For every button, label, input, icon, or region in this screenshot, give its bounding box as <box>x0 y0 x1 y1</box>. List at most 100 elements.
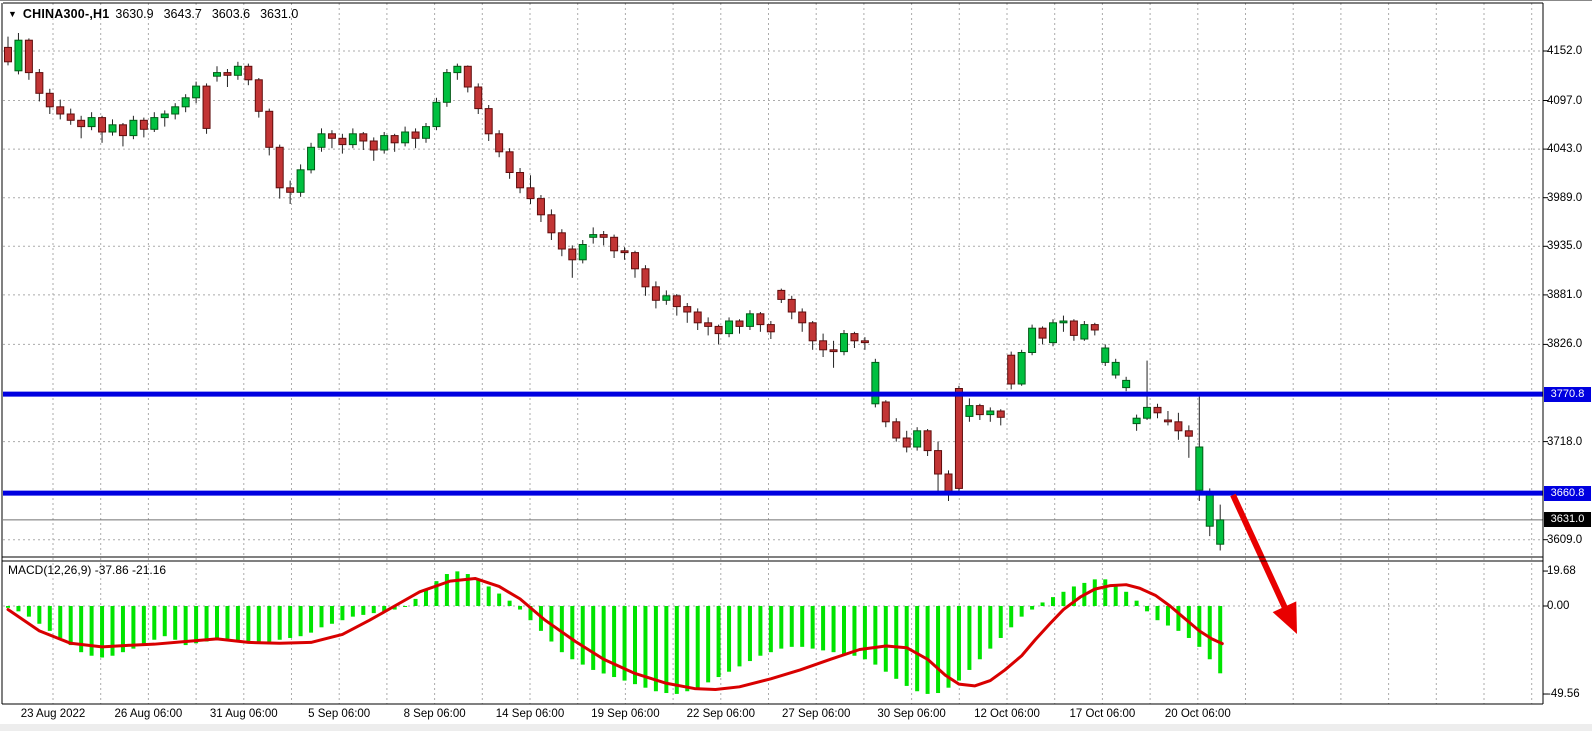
candle-body <box>840 333 848 353</box>
macd-histogram-bar <box>194 606 199 644</box>
symbol-dropdown-icon[interactable]: ▼ <box>8 9 17 19</box>
macd-axis-label: -49.56 <box>1547 688 1580 701</box>
candle-body <box>453 65 462 74</box>
candle-body <box>1017 352 1026 385</box>
macd-histogram-bar <box>570 606 575 660</box>
macd-histogram-bar <box>131 606 136 649</box>
macd-histogram-bar <box>403 606 408 607</box>
candle-body <box>1101 347 1110 363</box>
macd-histogram-bar <box>89 606 94 656</box>
candle-body <box>369 140 378 151</box>
candle-body <box>160 113 169 119</box>
candle-body <box>599 234 608 238</box>
candle-body <box>1069 320 1078 336</box>
macd-histogram-bar <box>685 606 690 692</box>
macd-histogram-bar <box>16 606 21 612</box>
macd-histogram-bar <box>559 606 564 653</box>
macd-histogram-bar <box>298 606 303 637</box>
low-value: 3603.6 <box>211 7 251 21</box>
candle-body <box>327 133 336 139</box>
price-tick-label: 3826.0 <box>1547 338 1583 351</box>
candle-body <box>996 410 1005 418</box>
macd-histogram-bar <box>789 606 794 647</box>
level-price-badge: 3770.8 <box>1544 386 1591 402</box>
candle-body <box>610 236 619 252</box>
candle-body <box>401 131 410 144</box>
candle-body <box>871 361 880 405</box>
candle-body <box>296 169 305 193</box>
candle-body <box>1205 491 1214 527</box>
time-axis-label: 14 Sep 06:00 <box>495 708 565 720</box>
candle-body <box>672 295 681 308</box>
macd-histogram-bar <box>267 606 272 642</box>
candle-body <box>275 146 284 189</box>
candle-body <box>850 333 859 342</box>
candle-body <box>495 133 504 153</box>
macd-histogram-bar <box>977 606 982 660</box>
candle-body <box>1049 322 1057 344</box>
candle-body <box>98 117 107 133</box>
candle-body <box>1184 430 1193 437</box>
macd-histogram-bar <box>350 606 355 617</box>
macd-signal-line <box>6 576 1224 691</box>
macd-histogram-bar <box>329 606 334 624</box>
macd-histogram-bar <box>998 606 1003 638</box>
candle-body <box>213 72 221 77</box>
macd-histogram-bar <box>1113 584 1118 606</box>
macd-histogram-bar <box>68 606 73 646</box>
candle-body <box>1028 327 1037 354</box>
candle-body <box>1007 354 1016 385</box>
candle-body <box>139 119 148 130</box>
candle-body <box>380 135 389 151</box>
macd-histogram-bar <box>26 606 31 617</box>
trend-arrow-head <box>1272 601 1297 634</box>
candle-body <box>756 313 765 326</box>
macd-histogram-bar <box>246 606 251 643</box>
macd-histogram-bar <box>340 606 345 621</box>
candle-body <box>1174 421 1183 432</box>
candle-body <box>411 131 420 139</box>
ohlc-readout: 3630.9 3643.7 3603.6 3631.0 <box>115 7 298 21</box>
trend-arrow-shaft <box>1230 493 1290 614</box>
candle-body <box>1122 379 1131 389</box>
candle-body <box>1080 324 1089 340</box>
candle-body <box>892 421 901 439</box>
macd-histogram-bar <box>79 606 84 653</box>
macd-histogram-bar <box>1145 606 1150 612</box>
price-tick-label: 4043.0 <box>1547 143 1583 156</box>
candle-body <box>129 119 138 137</box>
candle-body <box>432 101 441 128</box>
candle-body <box>56 106 65 115</box>
macd-histogram-bar <box>183 606 188 646</box>
macd-histogram-bar <box>518 606 523 610</box>
candle-body <box>620 250 629 254</box>
time-axis-label: 23 Aug 2022 <box>20 708 86 720</box>
macd-histogram-bar <box>747 606 752 662</box>
macd-histogram-bar <box>215 606 219 640</box>
candle-body <box>986 410 995 416</box>
macd-histogram-bar <box>1134 600 1139 606</box>
price-tick-label: 3935.0 <box>1547 240 1583 253</box>
time-axis-label: 31 Aug 06:00 <box>209 708 278 720</box>
macd-histogram-bar <box>1207 606 1212 660</box>
macd-histogram-bar <box>424 590 428 606</box>
macd-histogram-bar <box>6 606 10 608</box>
candle-body <box>1195 446 1204 491</box>
macd-histogram-bar <box>1155 606 1160 621</box>
macd-histogram-bar <box>225 606 230 639</box>
candle-body <box>641 268 650 288</box>
candle-body <box>975 405 984 416</box>
candle-body <box>808 322 817 342</box>
candle-body <box>317 133 326 148</box>
macd-histogram-bar <box>842 606 846 654</box>
macd-histogram-bar <box>1197 606 1202 647</box>
macd-histogram-bar <box>612 606 617 678</box>
time-axis-label: 8 Sep 06:00 <box>403 708 466 720</box>
candle-body <box>798 311 807 324</box>
macd-histogram-bar <box>674 606 679 694</box>
macd-histogram-bar <box>1040 602 1045 606</box>
candle-body <box>766 324 775 333</box>
macd-histogram-bar <box>873 606 878 665</box>
macd-histogram-bar <box>622 606 627 681</box>
